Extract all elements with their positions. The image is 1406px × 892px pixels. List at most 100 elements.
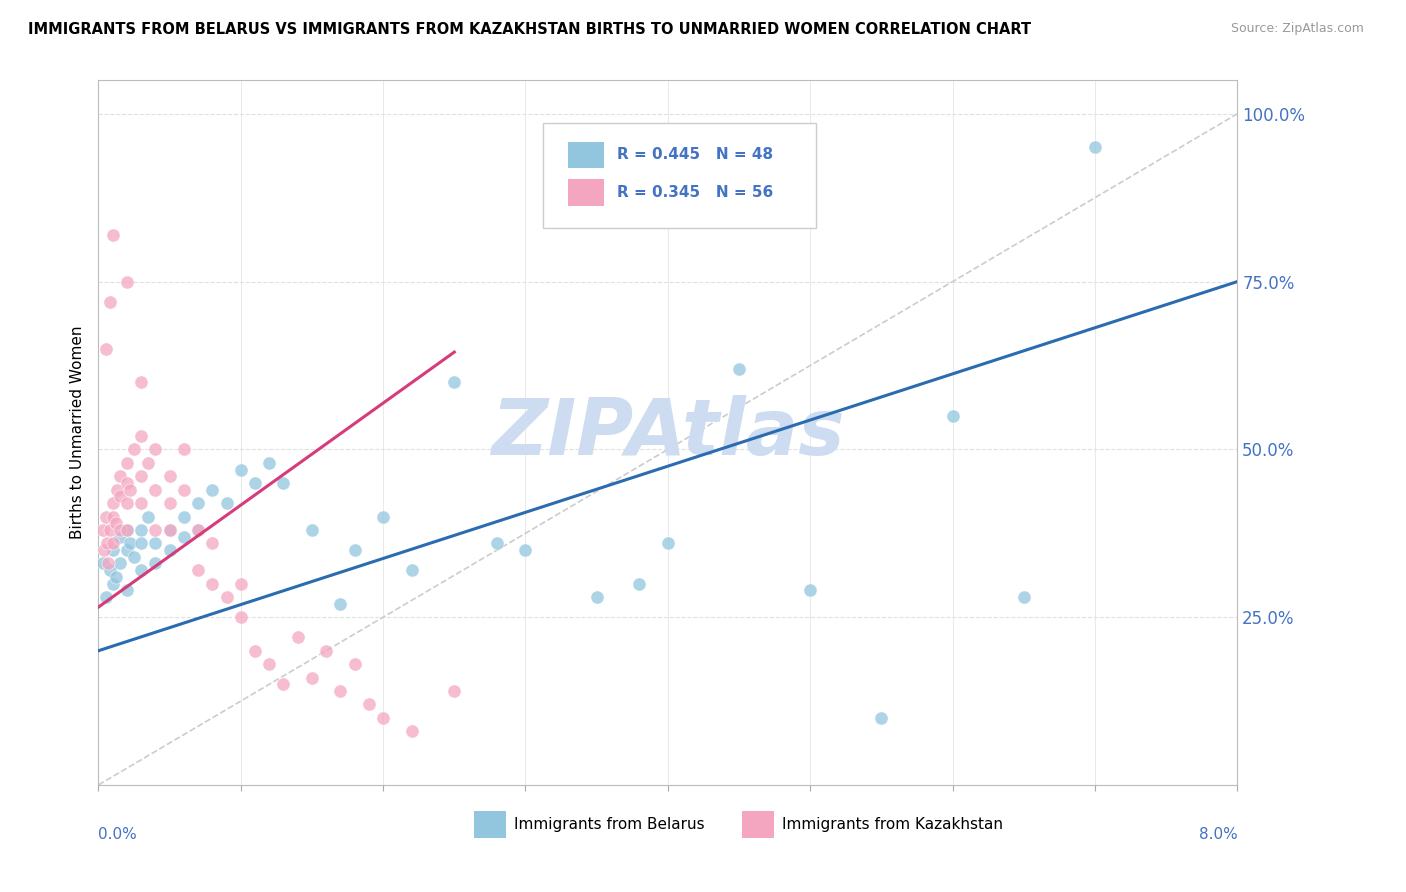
Point: [173, 483, 195, 497]
Point: [315, 644, 337, 658]
Text: ZIPAtlas: ZIPAtlas: [491, 394, 845, 471]
Point: [115, 475, 138, 490]
Text: R = 0.445   N = 48: R = 0.445 N = 48: [617, 147, 773, 162]
Point: [585, 590, 607, 604]
Point: [145, 523, 167, 537]
Point: [108, 523, 131, 537]
Point: [443, 376, 465, 390]
Point: [129, 523, 152, 537]
Text: R = 0.345   N = 56: R = 0.345 N = 56: [617, 185, 773, 200]
Point: [145, 557, 167, 571]
Point: [129, 469, 152, 483]
Point: [118, 536, 141, 550]
Point: [515, 543, 537, 558]
Point: [187, 563, 209, 577]
Point: [105, 483, 128, 497]
Bar: [568, 179, 605, 206]
Point: [159, 523, 181, 537]
Point: [145, 536, 167, 550]
Point: [98, 294, 121, 309]
Point: [443, 684, 465, 698]
Point: [628, 576, 651, 591]
Point: [115, 275, 138, 289]
Point: [259, 657, 281, 672]
Point: [201, 536, 224, 550]
FancyBboxPatch shape: [543, 122, 815, 228]
Y-axis label: Births to Unmarried Women: Births to Unmarried Women: [69, 326, 84, 540]
Point: [229, 462, 252, 476]
Point: [287, 630, 309, 644]
Point: [108, 530, 131, 544]
Point: [129, 536, 152, 550]
Point: [115, 583, 138, 598]
Point: [343, 543, 366, 558]
Point: [799, 583, 821, 598]
Point: [329, 597, 352, 611]
Point: [94, 590, 117, 604]
Bar: [568, 142, 605, 169]
Point: [343, 657, 366, 672]
Point: [91, 523, 114, 537]
Point: [97, 557, 120, 571]
Point: [243, 644, 266, 658]
Point: [259, 456, 281, 470]
Point: [728, 362, 751, 376]
Point: [129, 496, 152, 510]
Point: [401, 563, 423, 577]
Point: [129, 563, 152, 577]
Point: [101, 536, 124, 550]
Text: IMMIGRANTS FROM BELARUS VS IMMIGRANTS FROM KAZAKHSTAN BIRTHS TO UNMARRIED WOMEN : IMMIGRANTS FROM BELARUS VS IMMIGRANTS FR…: [28, 22, 1031, 37]
Point: [136, 456, 159, 470]
Point: [136, 509, 159, 524]
Point: [91, 557, 114, 571]
Point: [104, 570, 127, 584]
Text: 8.0%: 8.0%: [1198, 827, 1237, 842]
Text: 0.0%: 0.0%: [98, 827, 138, 842]
Point: [98, 523, 121, 537]
Point: [115, 523, 138, 537]
Text: Immigrants from Belarus: Immigrants from Belarus: [515, 817, 704, 832]
Point: [159, 469, 181, 483]
Point: [94, 342, 117, 356]
Point: [101, 496, 124, 510]
Point: [118, 483, 141, 497]
Point: [159, 496, 181, 510]
Point: [301, 671, 323, 685]
Point: [357, 698, 380, 712]
Point: [96, 536, 118, 550]
Point: [942, 409, 965, 423]
Point: [187, 496, 209, 510]
Point: [115, 523, 138, 537]
Point: [145, 483, 167, 497]
Point: [201, 576, 224, 591]
Point: [104, 516, 127, 531]
Point: [94, 509, 117, 524]
Point: [243, 475, 266, 490]
Point: [301, 523, 323, 537]
Point: [122, 442, 145, 457]
Point: [122, 549, 145, 564]
Point: [657, 536, 679, 550]
Point: [371, 509, 394, 524]
Point: [273, 677, 295, 691]
Point: [329, 684, 352, 698]
Point: [215, 496, 238, 510]
Point: [129, 429, 152, 443]
Point: [93, 543, 115, 558]
Point: [870, 711, 893, 725]
Point: [159, 523, 181, 537]
Point: [173, 442, 195, 457]
Point: [486, 536, 509, 550]
Point: [115, 543, 138, 558]
Point: [187, 523, 209, 537]
Point: [108, 557, 131, 571]
Text: Source: ZipAtlas.com: Source: ZipAtlas.com: [1230, 22, 1364, 36]
Text: Immigrants from Kazakhstan: Immigrants from Kazakhstan: [782, 817, 1002, 832]
Point: [101, 227, 124, 242]
Point: [108, 489, 131, 503]
Point: [229, 610, 252, 624]
Point: [115, 496, 138, 510]
Point: [371, 711, 394, 725]
Point: [215, 590, 238, 604]
Point: [401, 724, 423, 739]
